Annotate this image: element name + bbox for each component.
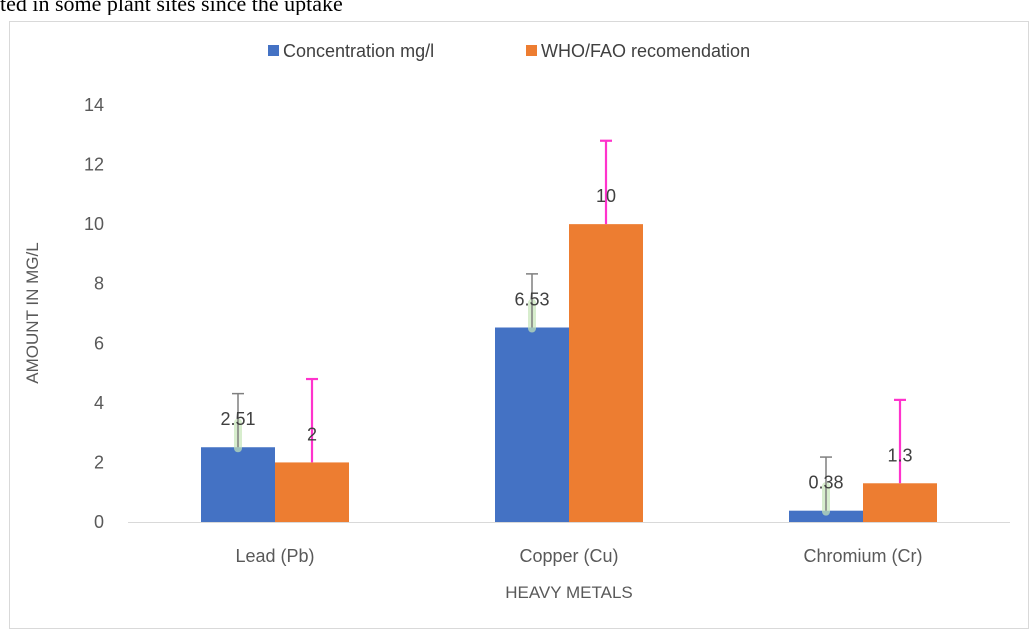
data-label: 10 <box>596 186 616 206</box>
bar <box>789 510 863 522</box>
data-label: 0.38 <box>808 473 843 493</box>
bar <box>863 483 937 522</box>
x-tick-label: Copper (Cu) <box>519 546 618 566</box>
y-tick-label: 14 <box>84 95 104 115</box>
bar <box>201 447 275 522</box>
legend-label: Concentration mg/l <box>283 41 434 61</box>
data-label: 6.53 <box>514 289 549 309</box>
y-tick-label: 8 <box>94 274 104 294</box>
caption-fragment: ted in some plant sites since the uptake <box>0 0 343 15</box>
data-label: 2.51 <box>220 409 255 429</box>
x-axis-title: HEAVY METALS <box>505 583 633 602</box>
data-label: 2 <box>307 424 317 444</box>
y-axis-title: AMOUNT IN MG/L <box>23 242 42 383</box>
x-tick-label: Lead (Pb) <box>235 546 314 566</box>
y-tick-label: 10 <box>84 214 104 234</box>
legend-swatch <box>526 45 537 56</box>
y-tick-label: 12 <box>84 155 104 175</box>
legend-swatch <box>268 45 279 56</box>
bar <box>275 462 349 522</box>
y-tick-label: 6 <box>94 333 104 353</box>
bar <box>495 327 569 522</box>
x-tick-label: Chromium (Cr) <box>804 546 923 566</box>
bar <box>569 224 643 522</box>
data-label: 1.3 <box>887 445 912 465</box>
y-tick-label: 2 <box>94 452 104 472</box>
legend-label: WHO/FAO recomendation <box>541 41 750 61</box>
y-tick-label: 4 <box>94 393 104 413</box>
chart-frame <box>9 21 1029 629</box>
y-tick-label: 0 <box>94 512 104 532</box>
